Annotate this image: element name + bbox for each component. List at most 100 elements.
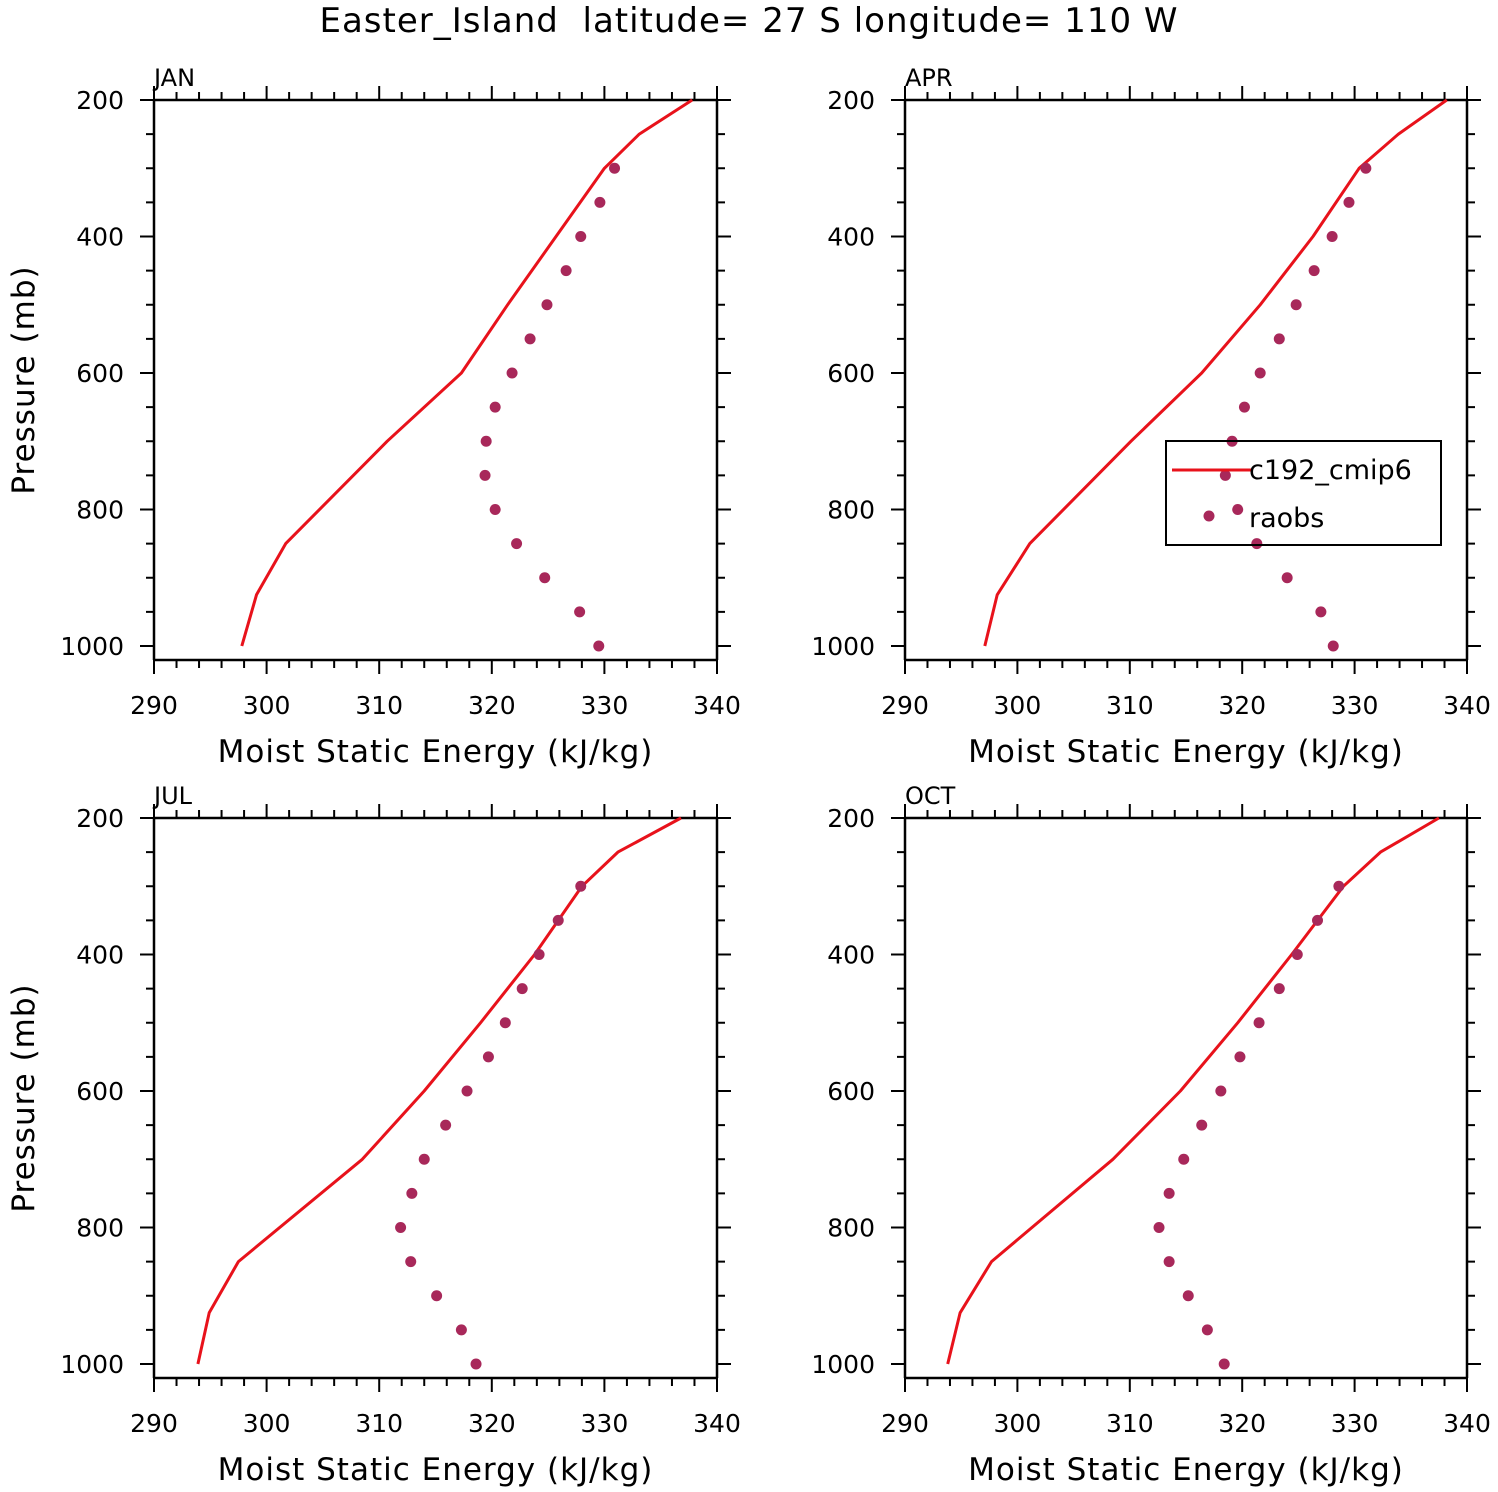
data-point-raobs [575, 880, 587, 892]
y-tick-label: 200 [827, 86, 875, 115]
y-tick-label: 800 [76, 496, 124, 525]
data-point-raobs [1215, 1085, 1227, 1097]
data-point-raobs [541, 299, 553, 311]
y-tick-label: 400 [76, 223, 124, 252]
series-line-c192_cmip6 [983, 98, 1448, 647]
data-point-raobs [552, 914, 564, 926]
y-tick-label: 1000 [60, 632, 124, 661]
data-point-raobs [418, 1153, 430, 1165]
panel-oct: 290 300 310 320 330 340 200 400 600 800 1000 OCT Moi… [811, 782, 1490, 1488]
x-tick-label: 290 [130, 1409, 178, 1438]
data-point-raobs [1290, 299, 1302, 311]
x-tick-label: 300 [243, 691, 291, 720]
data-point-raobs [489, 401, 501, 413]
data-point-raobs [575, 231, 587, 242]
legend-label-model: c192_cmip6 [1249, 455, 1412, 486]
y-tick-label: 1000 [60, 1350, 124, 1379]
data-point-raobs [539, 572, 551, 584]
data-point-raobs [1201, 1324, 1213, 1336]
data-point-raobs [1196, 1119, 1208, 1131]
data-point-raobs [482, 1051, 494, 1063]
data-point-raobs [533, 949, 545, 960]
x-tick-label: 330 [581, 691, 629, 720]
y-tick-label: 800 [827, 496, 875, 525]
panel-title: JUL [152, 782, 193, 810]
y-tick-label: 200 [827, 804, 875, 833]
x-tick-label: 320 [468, 691, 516, 720]
data-point-raobs [1326, 231, 1338, 242]
legend-label-obs: raobs [1249, 503, 1324, 534]
x-tick-label: 330 [1331, 691, 1379, 720]
data-point-raobs [480, 435, 492, 447]
data-point-raobs [593, 640, 605, 652]
x-axis-label: Moist Static Energy (kJ/kg) [968, 734, 1404, 770]
data-point-raobs [1163, 1256, 1175, 1268]
x-tick-label: 300 [243, 1409, 291, 1438]
y-tick-label: 400 [827, 223, 875, 252]
data-point-raobs [574, 606, 586, 618]
data-point-raobs [405, 1256, 417, 1268]
data-point-raobs [499, 1017, 511, 1029]
data-point-raobs [516, 983, 528, 995]
y-tick-label: 200 [76, 804, 124, 833]
data-point-raobs [1327, 640, 1339, 652]
y-tick-label: 1000 [811, 632, 875, 661]
data-point-raobs [395, 1222, 407, 1233]
data-point-raobs [1182, 1290, 1194, 1302]
data-point-raobs [1219, 469, 1231, 481]
data-point-raobs [470, 1358, 482, 1370]
y-tick-label: 600 [827, 359, 875, 388]
data-point-raobs [431, 1290, 443, 1302]
x-tick-label: 290 [881, 691, 929, 720]
data-point-raobs [609, 162, 621, 174]
data-point-raobs [406, 1187, 418, 1199]
data-point-raobs [489, 504, 501, 515]
data-point-raobs [511, 538, 523, 550]
series-line-c192_cmip6 [240, 98, 694, 647]
x-tick-label: 290 [130, 691, 178, 720]
data-point-raobs [1163, 1187, 1175, 1199]
x-tick-label: 300 [994, 1409, 1042, 1438]
data-point-raobs [1308, 265, 1320, 277]
data-point-raobs [1232, 504, 1244, 515]
x-tick-label: 340 [1443, 691, 1491, 720]
y-tick-label: 400 [827, 941, 875, 970]
y-tick-label: 800 [76, 1214, 124, 1243]
data-point-raobs [1281, 572, 1293, 584]
x-axis-label: Moist Static Energy (kJ/kg) [218, 1452, 654, 1488]
x-tick-label: 320 [1218, 691, 1266, 720]
data-point-raobs [1291, 949, 1303, 960]
x-tick-label: 340 [693, 1409, 741, 1438]
data-point-raobs [479, 469, 491, 481]
panels: 290 300 310 320 330 340 200 400 600 800 1000 JAN Moi… [6, 64, 1491, 1488]
panel-apr: 290 300 310 320 330 340 200 400 600 800 1000 APR Moi… [811, 64, 1490, 770]
panel-title: APR [905, 64, 953, 92]
data-point-raobs [455, 1324, 467, 1336]
series-line-c192_cmip6 [946, 816, 1440, 1365]
x-tick-label: 340 [1443, 1409, 1491, 1438]
y-axis-label: Pressure (mb) [6, 983, 42, 1212]
data-point-raobs [1234, 1051, 1246, 1063]
y-tick-label: 600 [76, 359, 124, 388]
y-tick-label: 400 [76, 941, 124, 970]
data-point-raobs [1218, 1358, 1230, 1370]
x-tick-label: 340 [693, 691, 741, 720]
x-tick-label: 290 [881, 1409, 929, 1438]
x-tick-label: 320 [468, 1409, 516, 1438]
data-point-raobs [1333, 880, 1345, 892]
legend-point-swatch [1203, 510, 1215, 522]
legend-box [1165, 440, 1442, 546]
series-line-c192_cmip6 [196, 816, 682, 1365]
data-point-raobs [1360, 162, 1372, 174]
x-tick-label: 310 [1106, 691, 1154, 720]
y-tick-label: 600 [76, 1077, 124, 1106]
panel-title: OCT [905, 782, 956, 810]
x-tick-label: 310 [355, 1409, 403, 1438]
data-point-raobs [1238, 401, 1250, 413]
y-tick-label: 800 [827, 1214, 875, 1243]
data-point-raobs [506, 367, 518, 379]
data-point-raobs [524, 333, 536, 345]
x-tick-label: 320 [1218, 1409, 1266, 1438]
